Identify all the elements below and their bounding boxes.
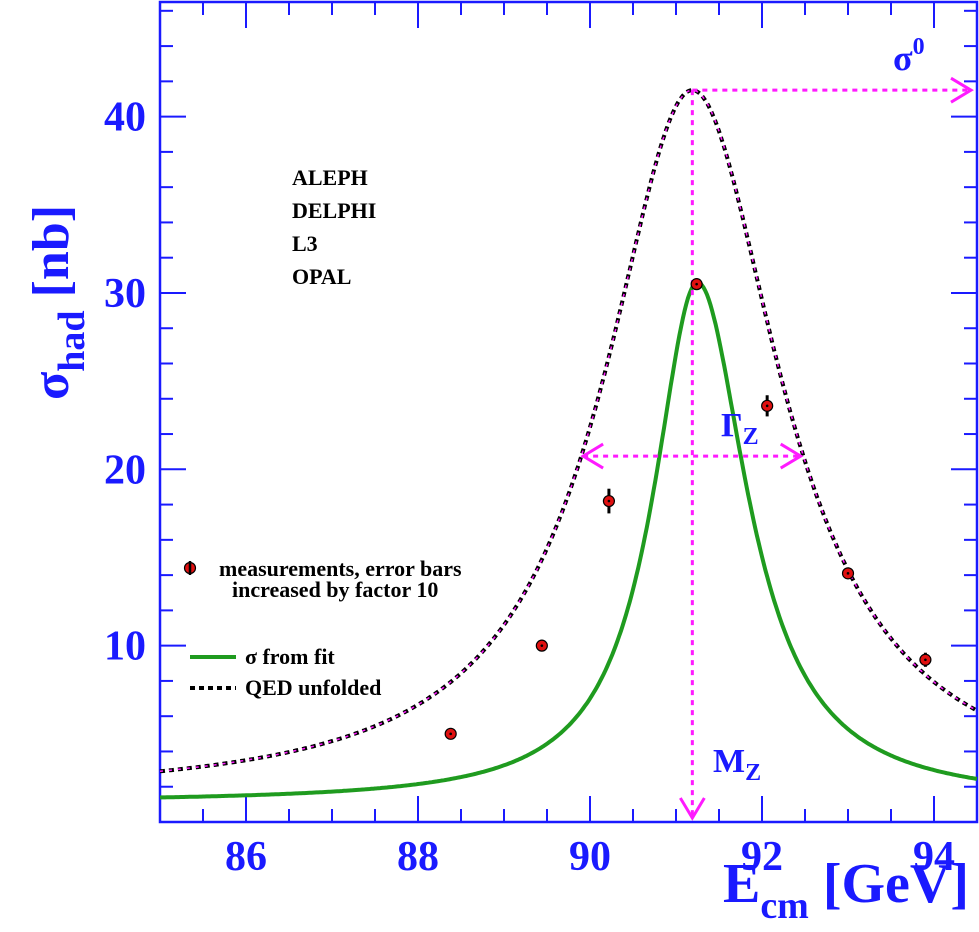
legend: measurements, error bars increased by fa… — [183, 556, 462, 700]
mz-label: MZ — [713, 743, 761, 786]
measurement-point — [690, 278, 703, 291]
data-marker-center — [846, 572, 850, 575]
data-marker-center — [607, 499, 611, 503]
legend-measurements-line1: measurements, error bars — [219, 556, 462, 581]
y-tick-label: 20 — [104, 447, 146, 493]
plot-frame — [158, 0, 979, 824]
x-tick-label: 88 — [397, 834, 439, 880]
data-marker-center — [765, 404, 769, 408]
y-tick-label: 30 — [104, 271, 146, 317]
axis-ticks — [159, 2, 978, 823]
experiment-label: ALEPH — [292, 165, 368, 190]
qed-curve-overlay — [159, 89, 978, 773]
data-marker-center — [540, 644, 544, 647]
qed-unfolded-curve — [159, 88, 978, 774]
measurement-point — [602, 488, 616, 514]
x-tick-label: 86 — [225, 834, 267, 880]
x-tick-label: 90 — [569, 834, 611, 880]
x-tick-label: 92 — [741, 834, 783, 880]
x-tick-labels: 86 88 90 92 94 — [225, 834, 955, 880]
gamma-z-arrow-head-left — [580, 442, 604, 470]
data-marker-center — [695, 282, 698, 286]
legend-measurement-marker — [183, 561, 197, 575]
mz-arrow-head — [679, 797, 706, 821]
x-tick-label: 94 — [913, 834, 955, 880]
y-tick-labels: 10 20 30 40 — [104, 95, 146, 670]
legend-fit-label: σ from fit — [245, 644, 335, 669]
y-tick-label: 10 — [104, 624, 146, 670]
data-marker-center — [449, 732, 452, 736]
gamma-z-label: ΓZ — [721, 407, 759, 450]
y-tick-label: 40 — [104, 95, 146, 141]
experiment-label: L3 — [292, 231, 318, 256]
legend-measurements-line2: increased by factor 10 — [232, 577, 438, 602]
measurement-point — [761, 395, 774, 417]
experiment-list: ALEPH DELPHI L3 OPAL — [292, 165, 376, 289]
legend-qed-label: QED unfolded — [245, 675, 381, 700]
sigma0-label: σ0 — [893, 34, 925, 78]
gamma-z-arrow-head-right — [779, 442, 804, 470]
fit-curve — [159, 280, 978, 800]
measurement-point — [444, 727, 457, 740]
experiment-label: DELPHI — [292, 198, 376, 223]
x-axis-label: Ecm [GeV] — [723, 853, 969, 927]
annotation-arrows — [580, 76, 974, 821]
measurement-points — [444, 278, 932, 740]
sigma0-arrow-head — [950, 76, 974, 104]
data-marker-center — [924, 658, 927, 662]
y-axis-label: σhad [nb] — [23, 205, 93, 400]
measurement-point — [919, 652, 932, 667]
measurement-point — [535, 639, 548, 652]
experiment-label: OPAL — [292, 264, 351, 289]
measurement-point — [841, 567, 855, 580]
